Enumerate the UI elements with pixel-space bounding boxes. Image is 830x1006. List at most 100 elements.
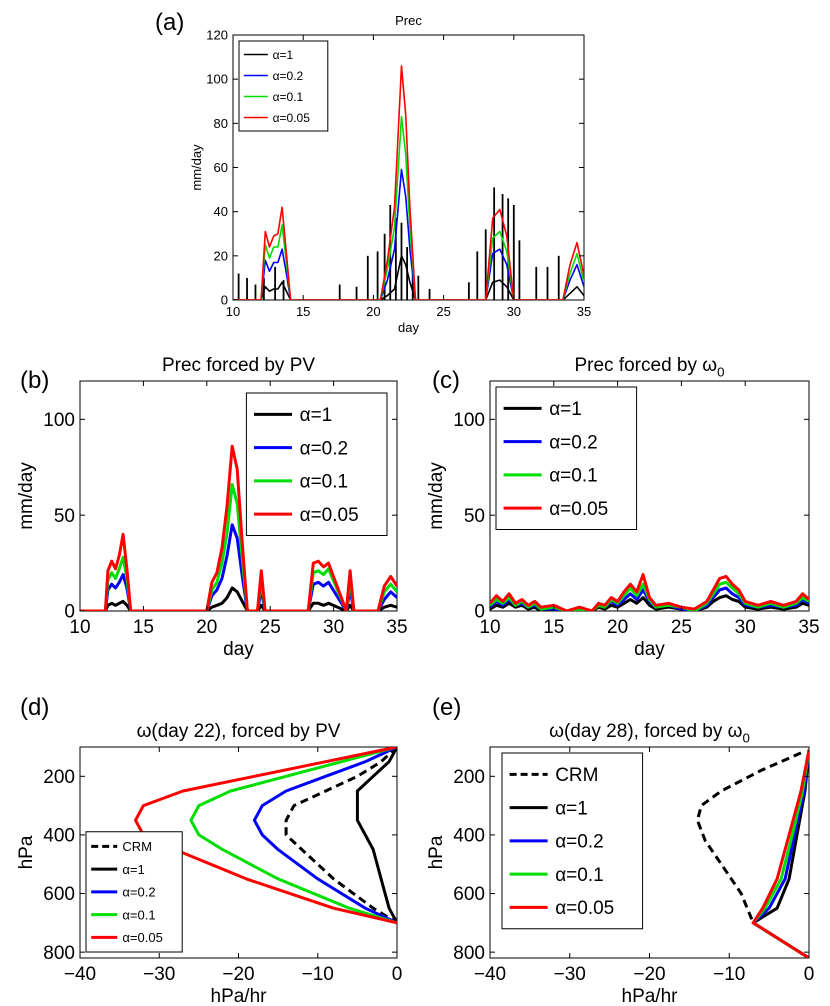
plot-area — [80, 444, 397, 611]
x-tick-label: 30 — [735, 617, 756, 638]
legend-box — [245, 392, 388, 536]
plot-frame — [489, 380, 810, 612]
x-tick-label: −20 — [633, 964, 665, 985]
y-tick-label: 20 — [214, 248, 228, 263]
legend-label: CRM — [555, 765, 598, 786]
legend-label: α=0.05 — [122, 930, 162, 945]
x-tick-label: 20 — [607, 617, 628, 638]
x-tick-label: −40 — [64, 964, 96, 985]
legend: CRM α=1 α=0.2 α=0.1 α=0.05 — [85, 831, 183, 953]
legend-label: α=0.05 — [300, 505, 359, 526]
x-tick-label: 10 — [479, 617, 500, 638]
legend-label: α=0.05 — [555, 898, 614, 919]
x-tick-label: 10 — [69, 617, 90, 638]
series-line — [233, 65, 584, 300]
x-tick-label: 20 — [196, 617, 217, 638]
x-tick-label: 30 — [323, 617, 344, 638]
series-line — [233, 168, 584, 300]
legend-box — [238, 40, 329, 132]
legend-label: α=0.2 — [122, 885, 155, 900]
legend-label: α=0.1 — [549, 466, 598, 487]
x-tick-label: 0 — [392, 964, 403, 985]
x-axis-label: day — [398, 320, 419, 335]
y-tick-label: 200 — [453, 767, 485, 788]
plot-frame — [79, 380, 398, 612]
legend-label: α=0.05 — [273, 111, 311, 125]
chart-title: ω(day 28), forced by ω0 — [549, 721, 750, 746]
panel-label: (e) — [432, 694, 461, 721]
y-tick-label: 0 — [64, 602, 75, 623]
y-tick-label: 100 — [453, 410, 485, 431]
y-axis-label: hPa — [426, 835, 447, 869]
series-line — [490, 594, 809, 611]
y-tick-label: 400 — [453, 826, 485, 847]
y-axis-label: mm/day — [426, 462, 447, 530]
legend-label: α=0.2 — [300, 438, 349, 459]
legend-label: α=0.1 — [273, 90, 304, 104]
x-tick-label: 0 — [804, 964, 815, 985]
y-tick-label: 40 — [214, 204, 228, 219]
panel-label: (b) — [20, 367, 49, 394]
x-tick-label: 15 — [296, 304, 310, 319]
y-tick-label: 100 — [43, 410, 75, 431]
x-tick-label: 10 — [226, 304, 240, 319]
panel-c: (c) Prec forced by ω0 10 15 20 25 30 35 0 50 100 da… — [426, 355, 820, 660]
legend-label: α=1 — [555, 798, 588, 819]
x-tick-label: −30 — [554, 964, 586, 985]
series-line — [284, 747, 397, 925]
plot-area — [490, 573, 809, 611]
x-tick-label: 35 — [577, 304, 591, 319]
legend: α=1 α=0.2 α=0.1 α=0.05 — [495, 386, 638, 530]
chart-title: Prec forced by PV — [162, 355, 315, 376]
series-line — [695, 751, 809, 958]
legend-label: α=1 — [549, 399, 582, 420]
panel-e: (e) ω(day 28), forced by ω0 −40 −30 −20 −10 0 2… — [426, 694, 814, 1006]
y-tick-label: 50 — [54, 506, 75, 527]
y-tick-label: 100 — [206, 72, 228, 87]
x-tick-label: −20 — [222, 964, 254, 985]
y-tick-label: 120 — [206, 28, 228, 43]
x-tick-label: 15 — [543, 617, 564, 638]
y-tick-label: 200 — [43, 767, 75, 788]
y-axis-label: hPa — [16, 835, 37, 869]
y-tick-label: 400 — [43, 826, 75, 847]
legend-label: α=1 — [273, 48, 294, 62]
y-tick-label: 800 — [43, 943, 75, 964]
panel-a: (a) Prec 10 15 20 25 30 35 0 20 40 60 80 100 120 day mm/… — [155, 9, 591, 335]
series-line — [80, 444, 397, 611]
chart-title: ω(day 22), forced by PV — [137, 721, 341, 742]
x-tick-label: 35 — [798, 617, 819, 638]
legend: CRM α=1 α=0.2 α=0.1 α=0.05 — [501, 752, 644, 930]
y-tick-label: 800 — [453, 943, 485, 964]
series-line — [751, 749, 809, 958]
y-tick-label: 0 — [474, 602, 485, 623]
legend: α=1 α=0.2 α=0.1 α=0.05 — [238, 40, 329, 132]
legend-label: α=1 — [122, 862, 144, 877]
x-axis-label: hPa/hr — [622, 986, 679, 1006]
y-tick-label: 50 — [464, 506, 485, 527]
series-line — [233, 255, 584, 300]
panel-label: (d) — [20, 694, 49, 721]
x-tick-label: 25 — [671, 617, 692, 638]
legend-label: α=0.1 — [555, 865, 604, 886]
x-axis-label: day — [223, 639, 254, 660]
legend-box — [495, 386, 638, 530]
panel-d: (d) ω(day 22), forced by PV −40 −30 −20 −10 0 2… — [16, 694, 402, 1006]
legend: α=1 α=0.2 α=0.1 α=0.05 — [245, 392, 388, 536]
y-axis-label: mm/day — [189, 144, 204, 191]
legend-label: α=0.1 — [122, 907, 155, 922]
series-line — [80, 586, 397, 611]
series-line — [490, 573, 809, 611]
y-tick-label: 80 — [214, 116, 228, 131]
plot-area — [134, 747, 397, 925]
panel-b: (b) Prec forced by PV 10 15 20 25 30 35 0 50 100 da… — [16, 355, 408, 660]
legend-label: α=1 — [300, 405, 333, 426]
x-axis-label: hPa/hr — [211, 986, 268, 1006]
legend-label: α=0.2 — [549, 432, 598, 453]
legend-label: α=0.2 — [555, 832, 604, 853]
plot-area — [233, 65, 584, 300]
x-tick-label: −40 — [474, 964, 506, 985]
legend-label: α=0.1 — [300, 472, 349, 493]
legend-label: CRM — [122, 839, 152, 854]
y-tick-label: 0 — [221, 293, 228, 308]
